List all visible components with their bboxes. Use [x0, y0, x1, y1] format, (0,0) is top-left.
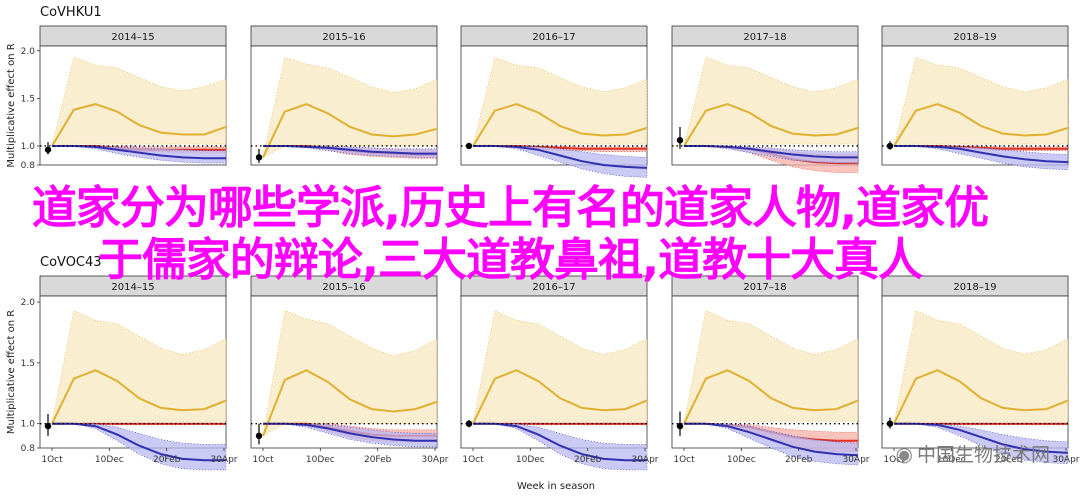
panel-2018–19: 2018–19 1Oct 10Dec 20Feb 30Apr: [881, 275, 1080, 465]
panel-header-label: 2018–19: [953, 32, 996, 43]
watermark: ◉ 中国生物技术网: [896, 440, 1050, 467]
panel-header-label: 2017–18: [743, 282, 786, 293]
band-tan: [683, 57, 859, 147]
band-tan: [262, 310, 438, 437]
x-tick-label: 10Dec: [95, 455, 124, 465]
chart-row-CoVOC43: CoVOC43 Multiplicative effect on R 2014–15…: [6, 255, 1080, 492]
y-tick-label: 1.0: [21, 420, 36, 430]
row-title: CoVHKU1: [40, 5, 102, 20]
line-tan: [472, 103, 648, 147]
y-tick-label: 1.5: [21, 359, 35, 369]
point-estimate: [676, 137, 684, 144]
x-axis-label: Week in season: [517, 481, 595, 492]
y-tick-label: 0.8: [21, 444, 36, 454]
panel-2018–19: 2018–19: [881, 25, 1069, 171]
panel-header-label: 2018–19: [953, 282, 996, 293]
panel-header-label: 2016–17: [532, 32, 575, 43]
panel-header-label: 2015–16: [322, 32, 365, 43]
y-axis-label: Multiplicative effect on R: [6, 310, 17, 434]
line-tan: [472, 369, 648, 425]
x-tick-label: 10Dec: [727, 455, 756, 465]
panel-2014–15: 2014–15 0.8 1.0 1.5 2.0 1Oct 10Dec 20Feb 30Apr: [21, 275, 238, 471]
y-tick-label: 0.8: [21, 161, 36, 171]
point-estimate: [676, 422, 684, 430]
panel-2016–17: 2016–17: [460, 25, 648, 178]
x-tick-label: 1Oct: [883, 455, 905, 465]
panel-header-label: 2017–18: [743, 32, 786, 43]
panel-2017–18: 2017–18: [671, 25, 859, 173]
x-tick-label: 10Dec: [306, 455, 335, 465]
y-tick-label: 2.0: [21, 298, 36, 308]
panel-header-label: 2014–15: [111, 282, 154, 293]
band-blue: [894, 145, 1069, 171]
y-axis-label: Multiplicative effect on R: [6, 43, 17, 167]
point-estimate: [255, 432, 263, 440]
x-tick-label: 30Apr: [842, 455, 869, 465]
band-tan: [683, 310, 859, 425]
x-tick-label: 20Feb: [785, 455, 813, 465]
x-tick-label: 20Feb: [995, 455, 1023, 465]
point-estimate: [255, 154, 263, 161]
line-blue: [52, 422, 226, 462]
line-tan: [262, 369, 438, 437]
line-blue: [684, 422, 859, 457]
x-tick-label: 30Apr: [631, 455, 658, 465]
band-blue: [263, 145, 438, 158]
panel-2015–16: 2015–16: [250, 25, 438, 166]
line-blue: [473, 422, 647, 462]
panel-header-label: 2016–17: [532, 282, 575, 293]
band-blue: [52, 145, 227, 164]
band-tan: [893, 57, 1069, 147]
x-tick-label: 10Dec: [516, 455, 545, 465]
line-tan: [51, 103, 227, 147]
x-tick-label: 20Feb: [153, 455, 181, 465]
point-estimate: [44, 146, 52, 153]
x-tick-label: 1Oct: [673, 455, 695, 465]
panel-header-label: 2014–15: [111, 32, 154, 43]
line-tan: [893, 369, 1069, 425]
point-estimate: [886, 142, 894, 150]
line-tan: [893, 103, 1069, 147]
band-tan: [472, 310, 648, 425]
point-estimate: [465, 142, 473, 150]
row-title: CoVOC43: [40, 255, 102, 270]
x-tick-label: 1Oct: [252, 455, 274, 465]
x-tick-label: 30Apr: [421, 455, 448, 465]
x-tick-label: 30Apr: [1052, 455, 1079, 465]
x-tick-label: 20Feb: [574, 455, 602, 465]
band-blue: [684, 423, 859, 466]
band-tan: [472, 57, 648, 147]
y-tick-label: 2.0: [21, 47, 36, 57]
band-tan: [51, 310, 227, 425]
panel-2017–18: 2017–18 1Oct 10Dec 20Feb 30Apr: [671, 275, 870, 466]
line-tan: [51, 369, 227, 425]
watermark-text: 中国生物技术网: [916, 444, 1050, 466]
point-estimate: [465, 420, 473, 427]
y-tick-label: 1.0: [21, 142, 36, 152]
point-estimate: [886, 420, 894, 427]
band-tan: [893, 310, 1069, 425]
x-tick-label: 10Dec: [937, 455, 966, 465]
point-estimate: [44, 422, 52, 430]
band-blue: [263, 423, 438, 448]
overlay-title: 道家分为哪些学派,历史上有名的道家人物,道家优于儒家的辩论,三大道教鼻祖,道教十…: [31, 181, 989, 286]
x-tick-label: 1Oct: [41, 455, 63, 465]
panel-header-label: 2015–16: [322, 282, 365, 293]
band-blue: [473, 145, 648, 178]
line-tan: [262, 103, 438, 158]
x-tick-label: 20Feb: [364, 455, 392, 465]
band-tan: [51, 57, 227, 147]
panel-2014–15: 2014–15 0.8 1.0 1.5 2.0: [21, 25, 227, 171]
y-tick-label: 1.5: [21, 94, 35, 104]
band-blue: [684, 145, 859, 164]
x-tick-label: 1Oct: [462, 455, 484, 465]
panel-2015–16: 2015–16 1Oct 10Dec 20Feb 30Apr: [250, 275, 449, 465]
wechat-icon: ◉: [895, 441, 913, 466]
panel-2016–17: 2016–17 1Oct 10Dec 20Feb 30Apr: [460, 275, 659, 471]
line-tan: [683, 369, 859, 425]
line-tan: [683, 103, 859, 147]
chart-row-CoVHKU1: CoVHKU1 Multiplicative effect on R 2014–15…: [6, 5, 1069, 178]
x-tick-label: 30Apr: [210, 455, 237, 465]
